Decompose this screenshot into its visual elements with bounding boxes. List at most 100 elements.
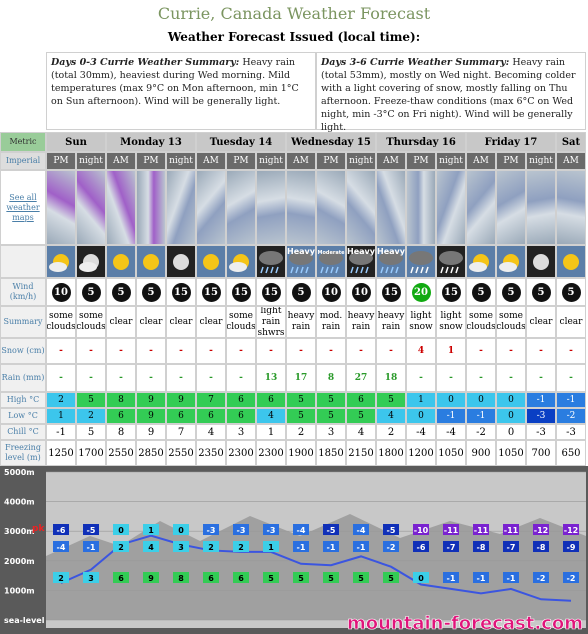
- weather-map[interactable]: [316, 170, 346, 245]
- temp-box: [143, 572, 159, 583]
- temp-label: 9: [148, 574, 154, 583]
- weather-icon: [226, 245, 256, 278]
- temp-label: -1: [507, 574, 516, 583]
- summary-cell: light snow: [406, 306, 436, 338]
- temp-box: [203, 524, 219, 535]
- day-header: Sat: [556, 132, 586, 152]
- imperial-button[interactable]: Imperial: [0, 152, 46, 170]
- wind-cell: 15: [256, 278, 286, 306]
- freezing-level-cell: 1900: [286, 440, 316, 466]
- snow-cell: -: [76, 338, 106, 364]
- icon-graphic: [533, 254, 549, 270]
- icon-graphic: [113, 254, 129, 270]
- wind-speed: 15: [201, 282, 221, 302]
- wind-speed: 5: [531, 282, 551, 302]
- snow-cell: -: [46, 338, 76, 364]
- wind-cell: 15: [226, 278, 256, 306]
- temp-box: [293, 541, 309, 552]
- icon-graphic: [79, 254, 99, 272]
- freezing-level-cell: 1050: [496, 440, 526, 466]
- metric-button[interactable]: Metric: [0, 132, 46, 152]
- drop: [260, 266, 264, 274]
- temp-label: 4: [148, 543, 154, 552]
- temp-box: [233, 541, 249, 552]
- altitude-chart: 5000m 4000m 3000m 2000m 1000m sea-level pk -6 -5…: [0, 466, 588, 634]
- temp-label: -5: [327, 526, 336, 535]
- weather-map[interactable]: [46, 170, 76, 245]
- temp-box: [383, 572, 399, 583]
- weather-map[interactable]: [406, 170, 436, 245]
- temp-label: 3: [88, 574, 94, 583]
- drop: [335, 266, 339, 274]
- weather-map[interactable]: [346, 170, 376, 245]
- weather-map[interactable]: [106, 170, 136, 245]
- weather-map[interactable]: [376, 170, 406, 245]
- weather-map[interactable]: [286, 170, 316, 245]
- low-cell: 4: [256, 408, 286, 424]
- weather-icon: [406, 245, 436, 278]
- chill-cell: 4: [196, 424, 226, 440]
- summary-text: Heavy rain (total 53mm), mostly on Wed n…: [321, 57, 576, 133]
- temp-label: -5: [87, 526, 96, 535]
- weather-map[interactable]: [496, 170, 526, 245]
- low-cell: 6: [106, 408, 136, 424]
- temp-box: [533, 541, 549, 552]
- drop: [415, 266, 419, 274]
- rain-cell: -: [406, 364, 436, 392]
- freezing-level-cell: 650: [556, 440, 586, 466]
- weather-map[interactable]: [76, 170, 106, 245]
- temp-box: [503, 541, 519, 552]
- row-label: Chill °C: [0, 424, 46, 440]
- temp-label: 3: [178, 543, 184, 552]
- cloud: [469, 262, 487, 272]
- cloud: [289, 251, 313, 265]
- temp-box: [143, 541, 159, 552]
- temp-box: [263, 541, 279, 552]
- rain-cell: -: [196, 364, 226, 392]
- weather-map[interactable]: [526, 170, 556, 245]
- weather-map[interactable]: [136, 170, 166, 245]
- weather-map[interactable]: [256, 170, 286, 245]
- summary-cell: clear: [526, 306, 556, 338]
- maps-link[interactable]: See all weather maps: [0, 170, 46, 245]
- low-cell: 2: [76, 408, 106, 424]
- weather-map[interactable]: [166, 170, 196, 245]
- weather-map[interactable]: [556, 170, 586, 245]
- chill-cell: -1: [46, 424, 76, 440]
- temp-box: [563, 541, 579, 552]
- temp-box: [203, 541, 219, 552]
- temp-label: -7: [507, 543, 516, 552]
- icon-graphic: [203, 254, 219, 270]
- temp-box: [413, 541, 429, 552]
- drop: [365, 266, 369, 274]
- summary-cell: clear: [136, 306, 166, 338]
- moon: [173, 254, 189, 270]
- summary-cell: clear: [196, 306, 226, 338]
- summary-cell: clear: [106, 306, 136, 338]
- icon-graphic: [409, 251, 433, 274]
- weather-map[interactable]: [226, 170, 256, 245]
- summary-text: Heavy rain (total 30mm), heaviest during…: [51, 57, 299, 107]
- chill-cell: -4: [406, 424, 436, 440]
- drop: [380, 266, 384, 274]
- wind-speed: 20: [411, 282, 431, 302]
- mountains: [46, 514, 586, 620]
- wind-cell: 10: [46, 278, 76, 306]
- rain-cell: 18: [376, 364, 406, 392]
- weather-map[interactable]: [436, 170, 466, 245]
- freezing-level-cell: 2550: [166, 440, 196, 466]
- temp-box: [143, 524, 159, 535]
- wind-cell: 15: [376, 278, 406, 306]
- chill-cell: 0: [496, 424, 526, 440]
- y-tick-label: 4000m: [4, 498, 35, 507]
- high-cell: 0: [496, 392, 526, 408]
- weather-map[interactable]: [466, 170, 496, 245]
- temp-label: -1: [357, 543, 366, 552]
- weather-icon: [46, 245, 76, 278]
- weather-icon: Moderate: [316, 245, 346, 278]
- day-header: Thursday 16: [376, 132, 466, 152]
- weather-map[interactable]: [196, 170, 226, 245]
- temp-box: [473, 524, 489, 535]
- period-header: night: [256, 152, 286, 170]
